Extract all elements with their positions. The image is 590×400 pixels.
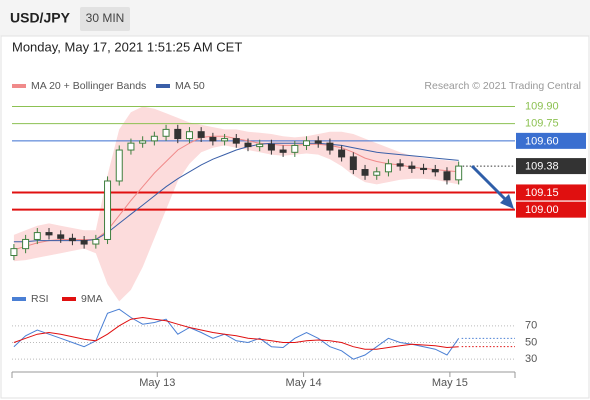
moving-average (13, 142, 459, 243)
legend-label: MA 50 (175, 80, 205, 92)
level-box (516, 132, 586, 149)
candle-body (408, 165, 416, 169)
candle-body (22, 238, 30, 250)
x-tick-label: May 15 (432, 377, 468, 389)
legend-label: RSI (31, 293, 49, 305)
timeframe-box (80, 7, 130, 31)
candle-body (361, 169, 369, 176)
bollinger-band (13, 106, 459, 302)
candle-body (150, 135, 158, 142)
level-label: 109.38 (525, 160, 559, 172)
level-label: 109.60 (525, 135, 559, 147)
legend-swatch (156, 84, 170, 88)
y-tick-label: 50 (525, 336, 537, 348)
level-label: 109.00 (525, 204, 559, 216)
candle-body (197, 131, 205, 138)
candle-body (420, 167, 428, 171)
candle-body (57, 234, 65, 239)
candle-body (232, 138, 240, 144)
candle-body (174, 128, 182, 140)
candle-body (455, 165, 463, 181)
candle-body (185, 131, 193, 140)
candle-body (127, 142, 135, 151)
candle-body (349, 156, 357, 171)
candle-body (68, 237, 76, 242)
symbol: USD/JPY (10, 10, 71, 26)
legend-swatch (12, 297, 26, 301)
candle-body (33, 232, 41, 240)
candle-body (431, 169, 439, 173)
candle-body (221, 138, 229, 142)
candle-body (267, 143, 275, 151)
candle-body (384, 163, 392, 173)
forecast-arrow (470, 164, 508, 202)
candle-body (115, 149, 123, 182)
legend-swatch (12, 84, 26, 88)
candle-body (244, 142, 252, 148)
candle-body (92, 238, 100, 245)
candle-body (443, 171, 451, 181)
level-label: 109.75 (525, 118, 559, 130)
level-box (516, 201, 586, 218)
candle-body (104, 180, 112, 240)
timestamp: Monday, May 17, 2021 1:51:25 AM CET (12, 39, 242, 54)
y-tick-label: 30 (525, 353, 537, 365)
candle-body (139, 140, 147, 144)
candle-body (303, 140, 311, 146)
level-label: 109.90 (525, 100, 559, 112)
candle-body (314, 140, 322, 144)
copyright: Research © 2021 Trading Central (424, 80, 581, 92)
candle-body (338, 149, 346, 158)
indicator-line (13, 308, 460, 360)
candle-body (291, 144, 299, 153)
candle-body (10, 248, 18, 257)
level-box (516, 184, 586, 201)
y-tick-label: 70 (525, 320, 537, 332)
level-box (516, 158, 586, 175)
legend-label: 9MA (81, 293, 103, 305)
level-label: 109.15 (525, 187, 559, 199)
candle-body (80, 240, 88, 245)
forecast-arrowhead (500, 194, 514, 209)
candle-body (396, 163, 404, 167)
legend-label: MA 20 + Bollinger Bands (31, 80, 146, 92)
legend-swatch (62, 297, 76, 301)
indicator-line (13, 316, 459, 350)
candle-body (209, 136, 217, 142)
candle-body (162, 128, 170, 137)
candle-body (373, 171, 381, 176)
candle-body (45, 232, 53, 236)
candle-body (256, 143, 264, 148)
candle-body (279, 149, 287, 153)
x-tick-label: May 13 (139, 377, 175, 389)
timeframe: 30 MIN (86, 11, 125, 25)
candle-body (326, 142, 334, 151)
x-tick-label: May 14 (286, 377, 322, 389)
